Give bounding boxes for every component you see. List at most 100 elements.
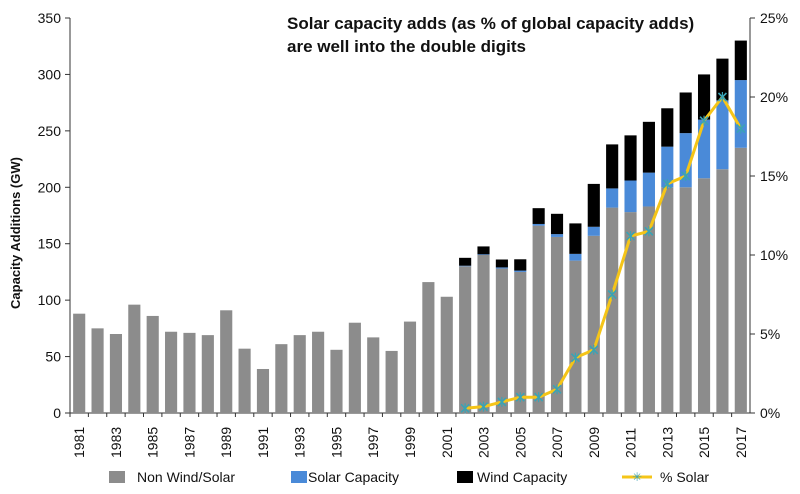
x-tick-label: 1999 bbox=[402, 427, 418, 458]
y-tick-label: 350 bbox=[38, 10, 62, 26]
bar-solar-2006 bbox=[532, 223, 545, 226]
solar-percent-point bbox=[478, 401, 489, 412]
bar-solar-2005 bbox=[514, 270, 527, 272]
bar-non-wind-solar-1985 bbox=[146, 315, 159, 413]
solar-percent-point bbox=[607, 289, 617, 300]
bar-wind-2006 bbox=[532, 208, 545, 224]
bar-non-wind-solar-1988 bbox=[201, 335, 214, 413]
bar-non-wind-solar-1989 bbox=[220, 310, 233, 413]
bar-non-wind-solar-1995 bbox=[330, 349, 343, 413]
bar-non-wind-solar-1990 bbox=[238, 348, 251, 413]
solar-percent-line-group bbox=[460, 92, 746, 414]
bar-non-wind-solar-2009 bbox=[587, 235, 600, 413]
bar-non-wind-solar-1982 bbox=[91, 328, 104, 413]
x-tick-label: 2015 bbox=[696, 427, 712, 458]
bar-non-wind-solar-1983 bbox=[109, 334, 123, 413]
legend: Non Wind/Solar Solar Capacity Wind Capac… bbox=[109, 469, 709, 485]
bar-solar-2003 bbox=[477, 254, 490, 255]
x-tick-label: 2013 bbox=[659, 427, 675, 458]
bar-non-wind-solar-2004 bbox=[495, 268, 508, 413]
legend-swatch-wind bbox=[457, 471, 473, 483]
legend-swatch-non-wind-solar bbox=[109, 471, 125, 483]
bar-non-wind-solar-2007 bbox=[550, 236, 564, 413]
solar-percent-point bbox=[681, 171, 691, 181]
bar-non-wind-solar-2012 bbox=[642, 206, 655, 413]
bar-non-wind-solar-1992 bbox=[275, 344, 288, 413]
y-tick-label: 0 bbox=[53, 405, 61, 421]
bar-non-wind-solar-2008 bbox=[569, 260, 582, 413]
x-tick-label: 1989 bbox=[218, 427, 234, 458]
solar-percent-point bbox=[497, 396, 507, 407]
x-tick-label: 1991 bbox=[255, 427, 271, 458]
legend-label-wind: Wind Capacity bbox=[477, 469, 567, 485]
solar-percent-point bbox=[717, 92, 727, 102]
bar-non-wind-solar-2014 bbox=[679, 187, 692, 413]
x-tick-label: 2007 bbox=[549, 427, 565, 458]
bar-non-wind-solar-2003 bbox=[477, 255, 490, 413]
x-tick-label: 2009 bbox=[586, 427, 602, 458]
bar-non-wind-solar-1998 bbox=[385, 350, 398, 413]
bar-non-wind-solar-1993 bbox=[293, 335, 306, 413]
x-tick-label: 1993 bbox=[292, 427, 308, 458]
solar-percent-point bbox=[644, 226, 654, 237]
solar-percent-point bbox=[534, 392, 544, 403]
legend-swatch-solar bbox=[291, 471, 307, 483]
x-tick-label: 2003 bbox=[476, 427, 492, 458]
bar-solar-2013 bbox=[661, 146, 674, 188]
bar-wind-2005 bbox=[514, 259, 527, 271]
bar-wind-2003 bbox=[477, 246, 490, 255]
bar-non-wind-solar-2002 bbox=[459, 266, 472, 413]
bar-non-wind-solar-1997 bbox=[367, 337, 380, 413]
bar-non-wind-solar-2017 bbox=[734, 147, 747, 414]
bar-non-wind-solar-2013 bbox=[661, 187, 674, 413]
bar-non-wind-solar-2016 bbox=[716, 169, 729, 413]
y2-tick-label: 25% bbox=[760, 10, 788, 26]
solar-percent-point bbox=[662, 178, 672, 189]
bar-wind-2011 bbox=[624, 135, 637, 181]
legend-label-solar: Solar Capacity bbox=[308, 469, 399, 485]
bar-solar-2016 bbox=[716, 100, 729, 170]
bar-wind-2013 bbox=[661, 108, 674, 147]
y-tick-label: 150 bbox=[38, 236, 62, 252]
y2-tick-label: 20% bbox=[760, 89, 788, 105]
solar-percent-point bbox=[570, 352, 580, 363]
bars-group bbox=[73, 40, 747, 414]
bar-non-wind-solar-1981 bbox=[73, 313, 86, 413]
legend-marker-solar-percent: ✳ bbox=[632, 470, 642, 484]
x-tick-label: 1987 bbox=[181, 427, 197, 458]
bar-non-wind-solar-1984 bbox=[128, 304, 141, 413]
x-tick-label: 2011 bbox=[623, 428, 639, 458]
x-tick-label: 2005 bbox=[512, 427, 528, 458]
bar-non-wind-solar-1994 bbox=[312, 331, 325, 413]
x-tick-label: 2001 bbox=[439, 427, 455, 458]
bar-wind-2002 bbox=[459, 257, 472, 266]
bar-wind-2009 bbox=[587, 183, 600, 227]
bar-solar-2012 bbox=[642, 172, 655, 207]
x-tick-label: 2017 bbox=[733, 427, 749, 458]
bar-non-wind-solar-1996 bbox=[348, 322, 361, 413]
x-tick-label: 1983 bbox=[108, 427, 124, 458]
bar-non-wind-solar-2005 bbox=[514, 271, 527, 413]
bar-solar-2017 bbox=[734, 80, 747, 148]
bar-non-wind-solar-2001 bbox=[440, 296, 453, 413]
legend-label-solar-percent: % Solar bbox=[660, 469, 709, 485]
x-tick-label: 1997 bbox=[365, 427, 381, 458]
x-tick-label: 1981 bbox=[71, 427, 87, 458]
bar-non-wind-solar-1986 bbox=[165, 331, 178, 413]
bar-non-wind-solar-1987 bbox=[183, 332, 196, 413]
y2-tick-label: 0% bbox=[760, 405, 780, 421]
y2-tick-label: 10% bbox=[760, 247, 788, 263]
bar-wind-2014 bbox=[679, 92, 692, 134]
bar-wind-2010 bbox=[606, 144, 619, 189]
y-tick-label: 200 bbox=[38, 179, 62, 195]
y-tick-label: 50 bbox=[45, 349, 61, 365]
x-tick-label: 1995 bbox=[328, 427, 344, 458]
bar-solar-2009 bbox=[587, 226, 600, 236]
bar-non-wind-solar-2010 bbox=[606, 207, 619, 413]
solar-percent-line bbox=[465, 95, 743, 410]
bar-solar-2011 bbox=[624, 180, 637, 213]
bar-wind-2004 bbox=[495, 259, 508, 268]
bar-solar-2010 bbox=[606, 188, 619, 208]
x-tick-label: 1985 bbox=[145, 427, 161, 458]
